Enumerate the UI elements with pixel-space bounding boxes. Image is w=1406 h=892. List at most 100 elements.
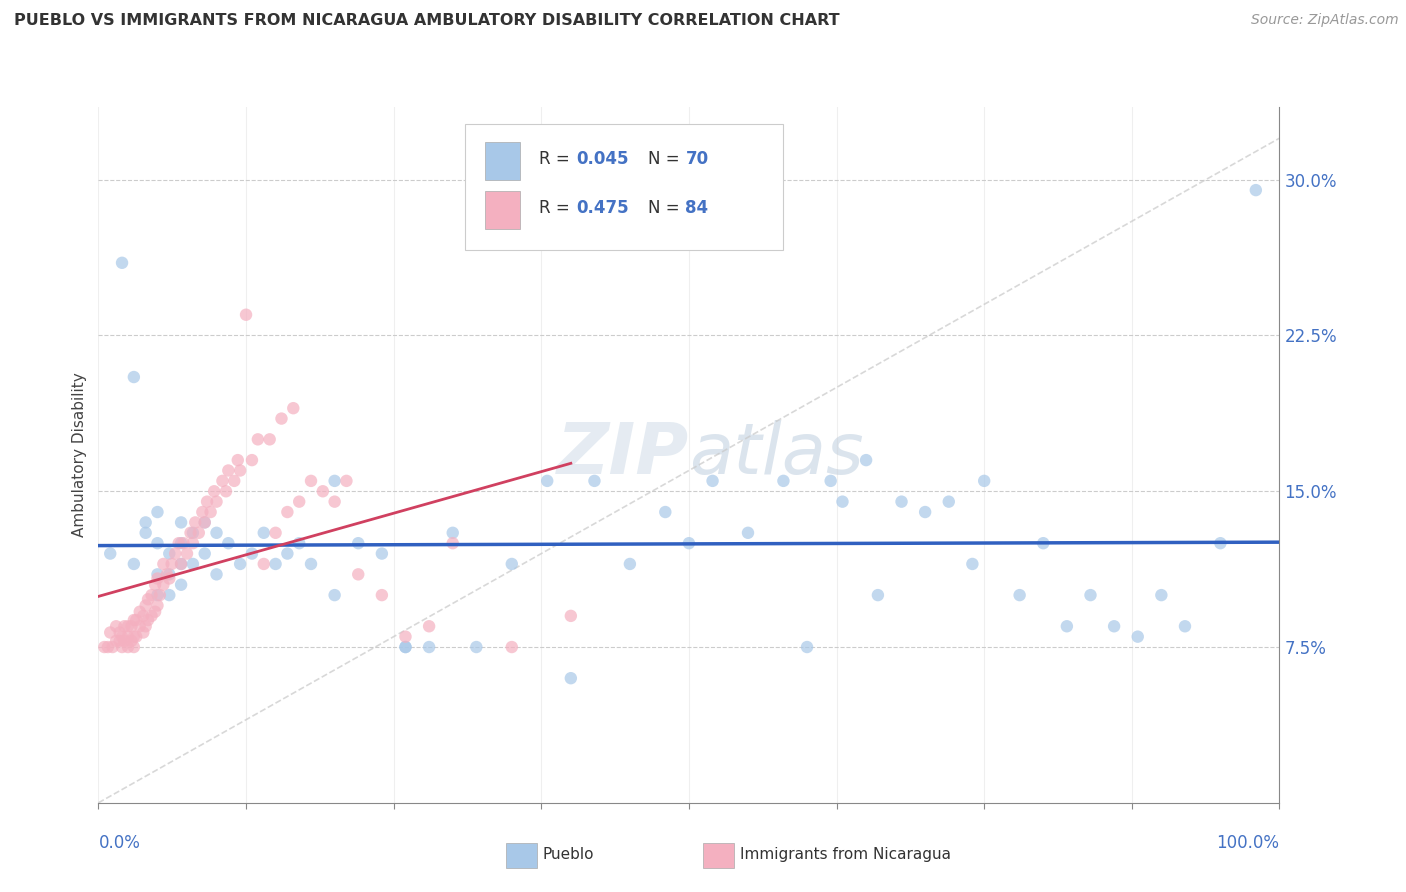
Point	[157, 567, 180, 582]
Text: 0.475: 0.475	[576, 199, 630, 217]
Point	[654, 505, 676, 519]
Point	[560, 671, 582, 685]
Point	[111, 256, 134, 270]
Text: ZIP: ZIP	[557, 420, 689, 490]
Point	[121, 619, 143, 633]
Point	[253, 525, 276, 540]
Point	[105, 619, 128, 633]
Point	[866, 588, 889, 602]
Text: Source: ZipAtlas.com: Source: ZipAtlas.com	[1251, 13, 1399, 28]
Point	[323, 474, 346, 488]
Point	[501, 640, 523, 654]
Point	[135, 599, 157, 613]
Point	[191, 505, 214, 519]
Point	[125, 613, 148, 627]
Point	[441, 525, 464, 540]
Point	[132, 608, 155, 623]
Point	[264, 525, 287, 540]
Point	[418, 640, 440, 654]
Point	[205, 567, 228, 582]
Point	[117, 630, 139, 644]
Point	[772, 474, 794, 488]
Point	[93, 640, 115, 654]
Point	[253, 557, 276, 571]
Point	[170, 557, 193, 571]
Text: Immigrants from Nicaragua: Immigrants from Nicaragua	[740, 847, 950, 862]
Point	[737, 525, 759, 540]
Point	[170, 536, 193, 550]
Point	[157, 588, 180, 602]
Point	[914, 505, 936, 519]
Point	[157, 547, 180, 561]
Point	[1209, 536, 1232, 550]
Point	[224, 474, 246, 488]
Point	[136, 592, 159, 607]
Point	[1174, 619, 1197, 633]
Point	[143, 578, 166, 592]
Bar	[485, 142, 520, 180]
Point	[678, 536, 700, 550]
Point	[108, 625, 131, 640]
Point	[125, 630, 148, 644]
Point	[101, 640, 124, 654]
Point	[135, 525, 157, 540]
Point	[170, 516, 193, 530]
Point	[288, 494, 311, 508]
Point	[240, 453, 263, 467]
Point	[465, 640, 488, 654]
Point	[170, 557, 193, 571]
Point	[619, 557, 641, 571]
Point	[112, 619, 135, 633]
Point	[152, 557, 174, 571]
Point	[312, 484, 335, 499]
Point	[288, 536, 311, 550]
Point	[347, 536, 370, 550]
Point	[394, 640, 416, 654]
Point	[181, 557, 204, 571]
Point	[299, 474, 322, 488]
Point	[347, 567, 370, 582]
Text: PUEBLO VS IMMIGRANTS FROM NICARAGUA AMBULATORY DISABILITY CORRELATION CHART: PUEBLO VS IMMIGRANTS FROM NICARAGUA AMBU…	[14, 13, 839, 29]
Point	[160, 557, 183, 571]
Point	[536, 474, 558, 488]
Point	[796, 640, 818, 654]
Point	[98, 625, 121, 640]
Point	[184, 516, 207, 530]
Point	[108, 633, 131, 648]
Point	[583, 474, 606, 488]
Point	[122, 370, 145, 384]
Point	[112, 633, 135, 648]
Point	[1056, 619, 1078, 633]
Point	[973, 474, 995, 488]
Text: N =: N =	[648, 199, 685, 217]
Text: R =: R =	[538, 150, 575, 169]
Point	[264, 557, 287, 571]
Point	[152, 578, 174, 592]
Point	[205, 525, 228, 540]
Point	[1008, 588, 1031, 602]
Point	[143, 605, 166, 619]
Text: 100.0%: 100.0%	[1216, 834, 1279, 852]
Point	[202, 484, 225, 499]
Text: N =: N =	[648, 150, 685, 169]
Point	[938, 494, 960, 508]
Point	[167, 536, 190, 550]
Point	[335, 474, 357, 488]
Text: 84: 84	[685, 199, 709, 217]
FancyBboxPatch shape	[464, 124, 783, 250]
Point	[394, 640, 416, 654]
Point	[122, 613, 145, 627]
Point	[215, 484, 238, 499]
Point	[890, 494, 912, 508]
Point	[217, 536, 239, 550]
Text: R =: R =	[538, 199, 575, 217]
Text: 0.045: 0.045	[576, 150, 630, 169]
Point	[117, 619, 139, 633]
Point	[418, 619, 440, 633]
Point	[132, 625, 155, 640]
Point	[200, 505, 222, 519]
Text: 0.0%: 0.0%	[98, 834, 141, 852]
Point	[235, 308, 257, 322]
Point	[226, 453, 249, 467]
Text: atlas: atlas	[689, 420, 863, 490]
